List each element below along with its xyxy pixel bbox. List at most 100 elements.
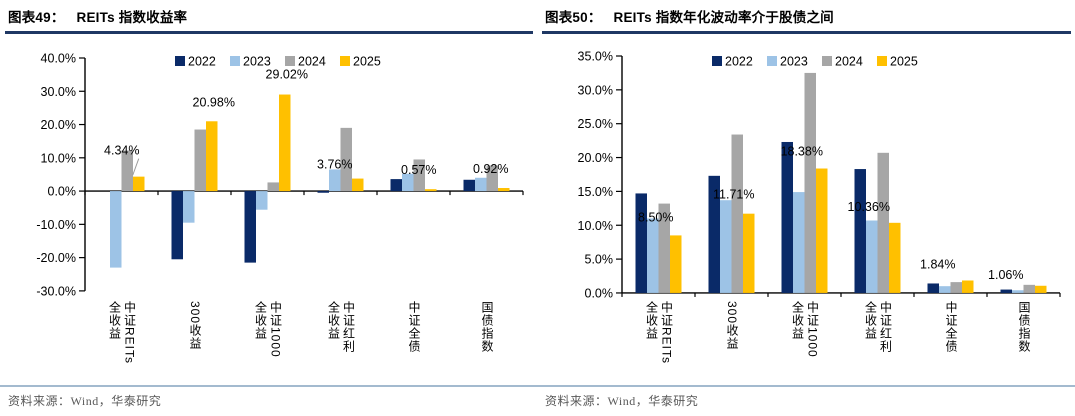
bar-2024-300收益 bbox=[731, 134, 743, 293]
figure-title-49: 图表49： REITs 指数收益率 bbox=[0, 0, 537, 30]
bar-2022-国债指数 bbox=[463, 179, 475, 191]
figure-label-50: 图表50： bbox=[545, 10, 602, 25]
bar-2024-中证1000全收益 bbox=[267, 181, 279, 191]
bar-2024-国债指数 bbox=[486, 164, 498, 191]
legend-label-2023: 2023 bbox=[243, 54, 271, 68]
source-text: Wind，华泰研究 bbox=[70, 393, 162, 408]
y-tick-label: 35.0% bbox=[578, 49, 613, 63]
bar-2025-中证REITs全收益 bbox=[133, 176, 145, 191]
legend-swatch-2025 bbox=[877, 55, 887, 66]
legend-label-2023: 2023 bbox=[780, 54, 808, 68]
source-note-50: 资料来源：Wind，华泰研究 bbox=[537, 387, 1075, 409]
bar-2022-中证红利全收益 bbox=[317, 190, 329, 193]
bar-2024-300收益 bbox=[194, 129, 206, 191]
data-label: 3.76% bbox=[317, 157, 352, 171]
source-divider-50 bbox=[537, 384, 1075, 387]
legend-swatch-2023 bbox=[230, 55, 240, 66]
bar-2022-300收益 bbox=[171, 190, 183, 259]
figure-title-text-50: REITs 指数年化波动率介于股债之间 bbox=[613, 10, 834, 25]
bar-2022-中证REITs全收益 bbox=[635, 192, 647, 293]
data-label: 0.92% bbox=[473, 162, 508, 176]
bar-2025-中证全债 bbox=[425, 188, 437, 191]
legend-swatch-2022 bbox=[175, 55, 185, 66]
data-label: 8.50% bbox=[638, 210, 673, 224]
legend-swatch-2023 bbox=[767, 55, 777, 66]
bar-2025-中证全债 bbox=[962, 279, 974, 293]
bar-2023-中证全债 bbox=[939, 285, 951, 293]
bar-2022-中证全债 bbox=[927, 282, 939, 293]
y-tick-label: 0.0% bbox=[585, 286, 614, 300]
figure-title-50: 图表50： REITs 指数年化波动率介于股债之间 bbox=[537, 0, 1075, 30]
bar-2023-国债指数 bbox=[475, 177, 487, 191]
bar-2022-中证1000全收益 bbox=[244, 190, 256, 263]
data-label: 11.71% bbox=[713, 187, 754, 201]
source-divider-49 bbox=[0, 384, 537, 387]
legend-label-2024: 2024 bbox=[298, 54, 326, 68]
legend-swatch-2024 bbox=[285, 55, 295, 66]
y-tick-label: -20.0% bbox=[36, 251, 76, 265]
bar-2024-中证红利全收益 bbox=[877, 152, 889, 293]
legend-swatch-2024 bbox=[822, 55, 832, 66]
data-label: 1.06% bbox=[988, 267, 1023, 281]
bar-2025-中证红利全收益 bbox=[889, 222, 901, 293]
bar-2025-中证1000全收益 bbox=[279, 94, 291, 191]
bar-2023-中证REITs全收益 bbox=[647, 217, 659, 293]
bar-2025-国债指数 bbox=[1035, 285, 1047, 293]
bar-2023-中证REITs全收益 bbox=[110, 190, 122, 268]
volatility-bar-chart: 35.0% 30.0% 25.0% 20.0% 15.0% 10.0% 5.0% 0.0% 20… bbox=[537, 36, 1075, 381]
y-tick-label: 30.0% bbox=[41, 84, 76, 98]
data-label: 0.57% bbox=[401, 163, 436, 177]
data-label: 18.38% bbox=[781, 144, 823, 158]
data-label: 29.02% bbox=[266, 67, 308, 81]
legend-label-2025: 2025 bbox=[353, 54, 381, 68]
bar-2023-中证红利全收益 bbox=[329, 168, 341, 191]
y-tick-label: 10.0% bbox=[578, 218, 613, 232]
data-label: 20.98% bbox=[193, 95, 235, 109]
bar-2022-国债指数 bbox=[1000, 289, 1012, 293]
source-prefix: 资料来源： bbox=[545, 393, 608, 408]
bar-2024-中证红利全收益 bbox=[340, 127, 352, 191]
bar-2024-国债指数 bbox=[1023, 284, 1035, 293]
bar-2024-中证全债 bbox=[413, 158, 425, 191]
source-prefix: 资料来源： bbox=[8, 393, 71, 408]
figure-title-text-49: REITs 指数收益率 bbox=[76, 10, 188, 25]
bar-2025-300收益 bbox=[743, 213, 755, 293]
title-underline-50 bbox=[542, 31, 1071, 34]
y-tick-label: 25.0% bbox=[578, 117, 613, 131]
y-tick-label: 0.0% bbox=[48, 184, 77, 198]
data-label: 4.34% bbox=[104, 143, 139, 157]
legend-label-2022: 2022 bbox=[725, 54, 753, 68]
legend-label-2024: 2024 bbox=[835, 54, 863, 68]
bar-2025-中证REITs全收益 bbox=[670, 234, 682, 293]
bar-2023-300收益 bbox=[183, 190, 195, 223]
y-tick-label: 20.0% bbox=[41, 118, 76, 132]
data-label: 1.84% bbox=[920, 257, 955, 271]
bar-2024-中证1000全收益 bbox=[804, 72, 816, 293]
bar-2023-国债指数 bbox=[1012, 289, 1024, 293]
y-tick-label: -10.0% bbox=[36, 217, 76, 231]
y-tick-label: 15.0% bbox=[578, 184, 613, 198]
figure-panel-49: 图表49： REITs 指数收益率 40.0% 30.0% 20.0% 10.0% 0.0… bbox=[0, 0, 537, 416]
bar-2024-中证REITs全收益 bbox=[121, 149, 133, 191]
volatility-bar-chart-svg: 35.0% 30.0% 25.0% 20.0% 15.0% 10.0% 5.0% 0.0% 20… bbox=[578, 49, 1061, 300]
y-tick-label: -30.0% bbox=[36, 284, 76, 298]
bar-2023-中证全债 bbox=[402, 173, 414, 191]
source-text: Wind，华泰研究 bbox=[607, 393, 699, 408]
bar-2024-中证REITs全收益 bbox=[658, 203, 670, 293]
y-tick-label: 5.0% bbox=[585, 252, 614, 266]
label-leader-line bbox=[132, 157, 140, 175]
legend-swatch-2025 bbox=[340, 55, 350, 66]
bar-2025-中证1000全收益 bbox=[816, 168, 828, 293]
bar-2022-中证1000全收益 bbox=[781, 141, 793, 293]
bar-2022-300收益 bbox=[708, 175, 720, 293]
y-tick-label: 10.0% bbox=[41, 151, 76, 165]
bar-2023-中证1000全收益 bbox=[256, 190, 268, 210]
title-underline-49 bbox=[5, 31, 533, 34]
bar-2025-中证红利全收益 bbox=[352, 178, 364, 191]
figure-panel-50: 图表50： REITs 指数年化波动率介于股债之间 35.0% 30.0% 25.0%… bbox=[537, 0, 1075, 416]
bar-2025-300收益 bbox=[206, 120, 218, 191]
source-note-49: 资料来源：Wind，华泰研究 bbox=[0, 387, 537, 409]
bar-2022-中证红利全收益 bbox=[854, 168, 866, 293]
bar-2022-中证全债 bbox=[390, 178, 402, 191]
legend-swatch-2022 bbox=[712, 55, 722, 66]
